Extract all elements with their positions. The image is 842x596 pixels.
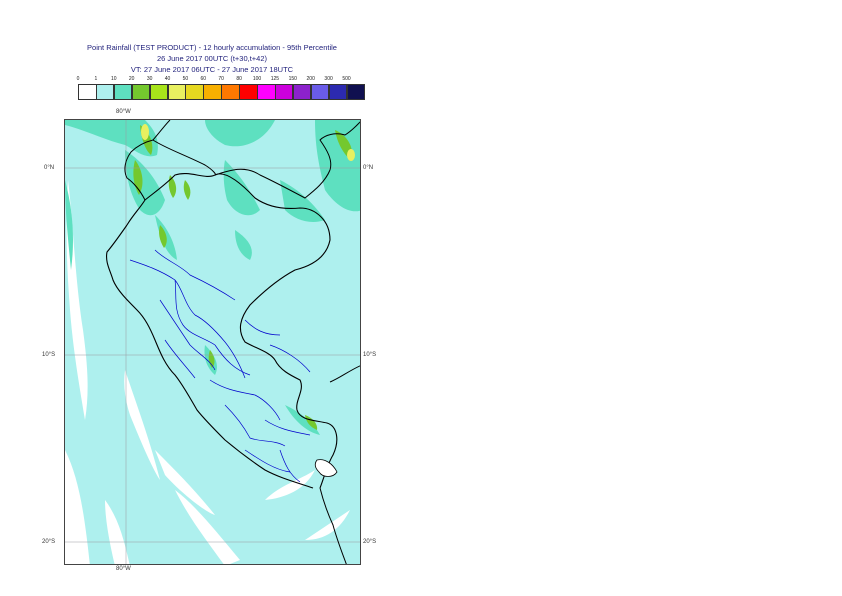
legend-swatch — [167, 84, 186, 100]
lon-label-bottom: 80°W — [116, 566, 131, 572]
legend-swatch — [274, 84, 294, 100]
lat-label-right-20: 20°S — [363, 539, 377, 545]
legend-label: 150 — [288, 76, 297, 82]
legend-swatch — [239, 84, 258, 100]
legend-swatch — [346, 84, 365, 100]
legend-swatch — [131, 84, 151, 100]
bolivia-chile-border — [319, 365, 360, 564]
legend-label: 80 — [236, 76, 242, 82]
legend-label: 60 — [200, 76, 207, 82]
peru-eastern-border — [126, 173, 338, 489]
ecuador-border — [124, 139, 216, 201]
rainfall-map — [64, 119, 361, 565]
lat-label-left-10: 10°S — [42, 352, 56, 358]
very-heavy-rain-spots — [141, 124, 355, 161]
legend-label: 10 — [111, 76, 117, 82]
legend-label: 125 — [270, 76, 280, 82]
legend-swatch — [149, 84, 169, 100]
legend-label: 20 — [128, 76, 135, 82]
regional-boundaries — [129, 249, 311, 483]
lat-label-left-0: 0°N — [44, 165, 55, 171]
lon-label-top: 80°W — [116, 109, 131, 115]
legend-label: 100 — [252, 76, 262, 82]
colombia-border — [152, 120, 331, 199]
legend-label: 200 — [306, 76, 315, 82]
legend-label: 0 — [76, 76, 80, 82]
legend-label: 70 — [218, 76, 224, 82]
title-line-2: 26 June 2017 00UTC (t+30,t+42) — [156, 54, 268, 63]
legend-swatch — [203, 84, 222, 100]
legend-swatch — [185, 84, 204, 100]
map-background — [65, 120, 360, 564]
legend-swatch — [221, 84, 240, 100]
legend-swatch — [78, 84, 97, 100]
legend-label: 40 — [164, 76, 171, 82]
peru-coastline — [106, 224, 314, 489]
legend-swatch — [113, 84, 133, 100]
brazil-colombia-border — [319, 121, 360, 171]
legend-label: 1 — [94, 76, 98, 82]
lat-label-right-0: 0°N — [363, 165, 374, 171]
title-line-1: Point Rainfall (TEST PRODUCT) - 12 hourl… — [87, 43, 337, 52]
legend-swatch — [292, 84, 312, 100]
lake-titicaca — [314, 459, 338, 477]
legend-label: 500 — [342, 76, 351, 82]
legend-swatch — [95, 84, 115, 100]
legend-label: 50 — [182, 76, 189, 82]
lat-label-right-10: 10°S — [363, 352, 377, 358]
lat-label-left-20: 20°S — [42, 539, 56, 545]
legend-swatch — [310, 84, 330, 100]
title-line-3: VT: 27 June 2017 06UTC - 27 June 2017 18… — [130, 65, 294, 74]
legend-swatch — [328, 84, 348, 100]
legend-label: 30 — [146, 76, 153, 82]
legend-label: 300 — [324, 76, 333, 82]
graticule — [65, 120, 360, 564]
legend-swatch — [257, 84, 276, 100]
